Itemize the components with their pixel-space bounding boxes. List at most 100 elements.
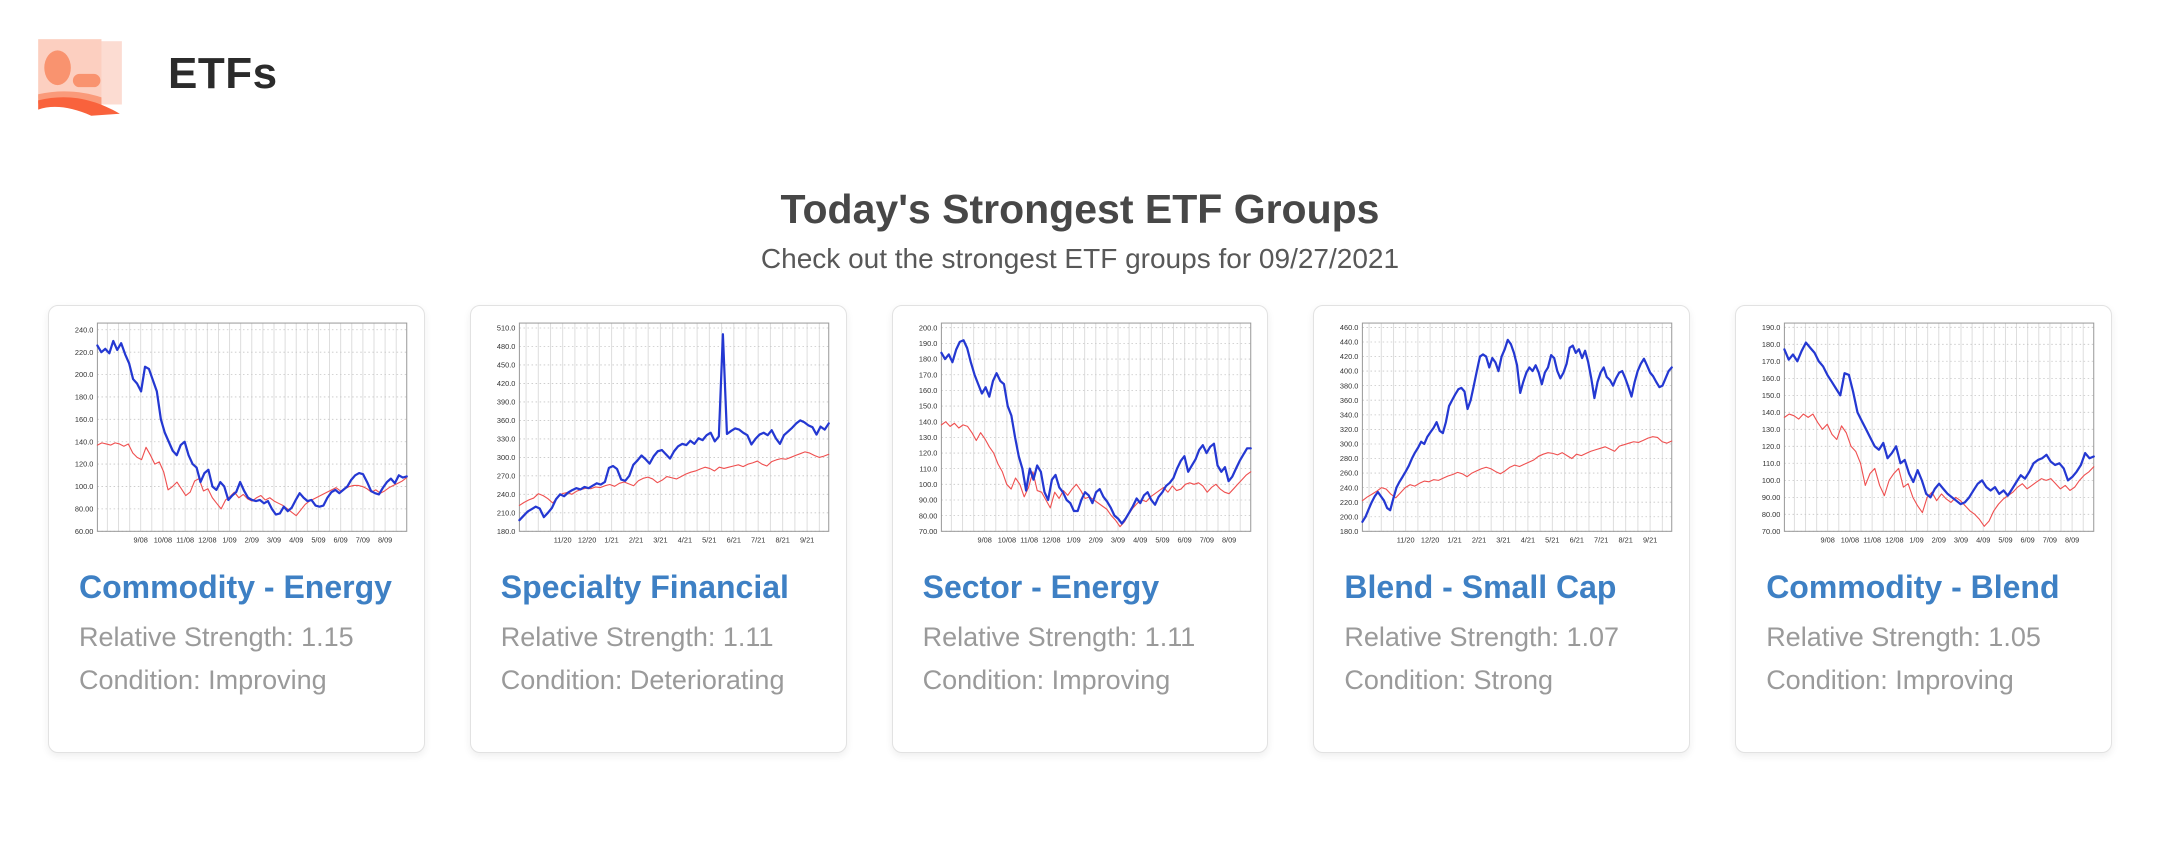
svg-text:11/08: 11/08 [1863,535,1881,544]
svg-text:7/09: 7/09 [2043,535,2057,544]
line-chart-blend-small-cap: 460.0 440.0 420.0 400.0 380.0 360.0 340.0 320.0… [1340,322,1674,544]
svg-text:130.0: 130.0 [919,433,937,442]
svg-text:200.0: 200.0 [75,370,93,379]
svg-text:160.0: 160.0 [75,415,93,424]
svg-text:9/08: 9/08 [1821,535,1835,544]
svg-text:200.0: 200.0 [919,323,937,332]
svg-text:8/21: 8/21 [775,535,789,544]
svg-text:2/21: 2/21 [1472,535,1486,544]
svg-text:130.0: 130.0 [1762,425,1780,434]
page-title: Today's Strongest ETF Groups [780,186,1380,232]
svg-text:1/21: 1/21 [1448,535,1462,544]
svg-text:150.0: 150.0 [919,402,937,411]
svg-text:1/21: 1/21 [604,535,618,544]
svg-text:100.0: 100.0 [919,480,937,489]
svg-text:280.0: 280.0 [1340,454,1358,463]
svg-text:150.0: 150.0 [1762,391,1780,400]
hero-section: Today's Strongest ETF Groups Check out t… [0,186,2160,275]
svg-text:7/21: 7/21 [1594,535,1608,544]
relative-strength-text: Relative Strength: 1.11 [500,622,774,653]
relative-strength-text: Relative Strength: 1.05 [1766,622,2041,653]
svg-text:7/09: 7/09 [1199,535,1213,544]
relative-strength-text: Relative Strength: 1.11 [922,622,1196,653]
card-title-link[interactable]: Sector - Energy [922,568,1160,605]
svg-text:60.00: 60.00 [75,527,93,536]
card-title-link[interactable]: Specialty Financial [500,568,789,605]
svg-text:170.0: 170.0 [1762,357,1780,366]
etf-card-specialty-financial: 510.0 480.0 450.0 420.0 390.0 360.0 330.0 300.0… [469,305,847,753]
page-header: ETFs [0,0,2160,118]
etf-chart: 190.0 180.0 170.0 160.0 150.0 140.0 130.0 120.0… [1748,317,2099,550]
svg-text:300.0: 300.0 [497,453,515,462]
etf-chart: 510.0 480.0 450.0 420.0 390.0 360.0 330.0 300.0… [483,317,834,550]
svg-text:9/21: 9/21 [1643,535,1657,544]
svg-text:80.00: 80.00 [919,511,937,520]
svg-text:320.0: 320.0 [1340,425,1358,434]
card-body: Commodity - Blend Relative Strength: 1.0… [1748,550,2099,702]
svg-text:360.0: 360.0 [497,416,515,425]
svg-text:120.0: 120.0 [75,460,93,469]
etf-card-commodity-blend: 190.0 180.0 170.0 160.0 150.0 140.0 130.0 120.0… [1735,305,2112,753]
card-body: Commodity - Energy Relative Strength: 1.… [61,550,412,702]
svg-text:2/09: 2/09 [1088,535,1102,544]
svg-text:6/09: 6/09 [2021,535,2035,544]
relative-strength-text: Relative Strength: 1.15 [79,622,354,653]
line-chart-commodity-energy: 240.0 220.0 200.0 180.0 160.0 140.0 120.0 100.0… [75,322,408,544]
svg-text:8/09: 8/09 [2065,535,2079,544]
card-title-link[interactable]: Commodity - Blend [1766,568,2060,605]
svg-text:510.0: 510.0 [497,324,515,333]
svg-text:140.0: 140.0 [75,437,93,446]
svg-text:210.0: 210.0 [497,508,515,517]
svg-text:4/21: 4/21 [678,535,692,544]
svg-text:70.00: 70.00 [1762,527,1780,536]
relative-strength-text: Relative Strength: 1.07 [1344,622,1620,653]
svg-text:480.0: 480.0 [497,342,515,351]
svg-text:3/09: 3/09 [1954,535,1968,544]
line-chart-specialty-financial: 510.0 480.0 450.0 420.0 390.0 360.0 330.0 300.0… [497,322,830,544]
svg-text:8/09: 8/09 [378,535,392,544]
app-title: ETFs [168,49,278,98]
cards-money-icon [38,39,122,116]
line-chart-commodity-blend: 190.0 180.0 170.0 160.0 150.0 140.0 130.0 120.0… [1762,322,2096,544]
svg-text:5/21: 5/21 [1546,535,1560,544]
svg-text:180.0: 180.0 [919,355,937,364]
svg-text:7/21: 7/21 [751,535,765,544]
svg-text:9/08: 9/08 [133,535,147,544]
svg-text:390.0: 390.0 [497,398,515,407]
svg-text:190.0: 190.0 [1762,323,1780,332]
svg-text:330.0: 330.0 [497,435,515,444]
svg-text:9/08: 9/08 [977,535,991,544]
svg-text:300.0: 300.0 [1340,440,1358,449]
svg-text:160.0: 160.0 [919,386,937,395]
svg-text:5/21: 5/21 [702,535,716,544]
svg-text:3/09: 3/09 [1110,535,1124,544]
svg-text:240.0: 240.0 [1340,483,1358,492]
svg-text:11/20: 11/20 [554,535,572,544]
etf-card-sector-energy: 200.0 190.0 180.0 170.0 160.0 150.0 140.0 130.0… [891,305,1269,753]
svg-text:190.0: 190.0 [919,339,937,348]
svg-text:100.0: 100.0 [75,482,93,491]
svg-text:5/09: 5/09 [1999,535,2013,544]
card-title-link[interactable]: Blend - Small Cap [1344,568,1617,605]
svg-text:440.0: 440.0 [1340,338,1358,347]
svg-text:270.0: 270.0 [497,471,515,480]
svg-text:100.0: 100.0 [1762,476,1780,485]
svg-text:240.0: 240.0 [497,490,515,499]
svg-text:460.0: 460.0 [1340,323,1358,332]
etfs-logo-icon[interactable] [30,31,128,117]
condition-text: Condition: Improving [79,664,327,695]
svg-text:110.0: 110.0 [1763,459,1781,468]
svg-text:120.0: 120.0 [919,449,937,458]
svg-text:4/09: 4/09 [1133,535,1147,544]
svg-text:400.0: 400.0 [1340,367,1358,376]
svg-text:140.0: 140.0 [1762,408,1780,417]
svg-text:110.0: 110.0 [919,464,937,473]
svg-text:140.0: 140.0 [919,417,937,426]
svg-text:8/09: 8/09 [1222,535,1236,544]
svg-text:2/09: 2/09 [1932,535,1946,544]
svg-text:120.0: 120.0 [1762,442,1780,451]
card-title-link[interactable]: Commodity - Energy [79,568,392,605]
condition-text: Condition: Improving [1766,664,2014,695]
svg-text:380.0: 380.0 [1340,381,1358,390]
etf-cards-row: 240.0 220.0 200.0 180.0 160.0 140.0 120.0 100.0… [0,305,2160,753]
